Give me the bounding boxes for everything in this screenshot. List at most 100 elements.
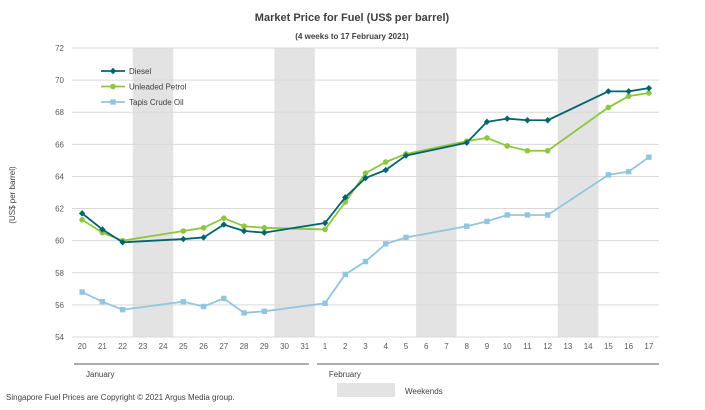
data-point-tapis-crude-oil [322, 300, 328, 306]
data-point-diesel [524, 117, 531, 124]
data-point-diesel [544, 117, 551, 124]
y-tick-label: 72 [55, 44, 64, 53]
data-point-unleaded-petrol [504, 143, 510, 149]
legend-marker-unleaded-petrol [110, 83, 116, 90]
y-tick-label: 54 [55, 333, 64, 342]
data-point-tapis-crude-oil [524, 212, 531, 218]
weekend-band [274, 48, 315, 337]
data-point-tapis-crude-oil [362, 258, 369, 265]
x-tick-label: 6 [424, 342, 429, 351]
data-point-unleaded-petrol [646, 90, 652, 96]
legend-marker-tapis-crude-oil [110, 99, 116, 105]
x-tick-label: 8 [464, 342, 469, 351]
data-point-unleaded-petrol [625, 93, 632, 99]
data-point-tapis-crude-oil [544, 212, 551, 218]
data-point-unleaded-petrol [605, 104, 612, 111]
series-diesel [78, 84, 653, 246]
data-point-unleaded-petrol [180, 228, 187, 234]
data-point-diesel [625, 88, 632, 95]
data-point-diesel [645, 84, 653, 92]
x-tick-label: 28 [240, 342, 249, 351]
x-tick-label: 16 [624, 342, 633, 351]
x-tick-label: 24 [159, 342, 168, 351]
y-axis-label: (US$ per barrel) [8, 166, 17, 224]
data-point-tapis-crude-oil [221, 295, 227, 302]
data-point-diesel [362, 174, 369, 182]
data-point-unleaded-petrol [200, 225, 207, 231]
data-point-unleaded-petrol [221, 215, 227, 221]
weekend-band [416, 48, 457, 337]
weekend-bands [132, 48, 599, 337]
y-tick-label: 68 [55, 108, 64, 117]
month-label: January [86, 370, 114, 379]
legend-label-tapis-crude-oil: Tapis Crude Oil [129, 98, 184, 107]
x-tick-label: 4 [384, 342, 389, 351]
data-point-unleaded-petrol [261, 225, 268, 231]
weekend-band [132, 48, 174, 337]
data-point-tapis-crude-oil [99, 298, 106, 305]
data-point-diesel [382, 166, 389, 174]
data-point-tapis-crude-oil [180, 298, 187, 305]
y-tick-label: 56 [55, 301, 64, 310]
data-point-diesel [180, 235, 187, 243]
data-point-tapis-crude-oil [504, 212, 510, 218]
data-point-diesel [463, 139, 470, 146]
data-point-unleaded-petrol [544, 147, 551, 154]
weekend-key-label: Weekends [405, 387, 443, 396]
y-tick-label: 66 [55, 140, 64, 149]
data-point-tapis-crude-oil [241, 310, 247, 316]
x-tick-label: 25 [179, 342, 188, 351]
legend-label-unleaded-petrol: Unleaded Petrol [129, 83, 187, 92]
x-tick-label: 15 [604, 342, 613, 351]
x-tick-label: 2 [343, 342, 348, 351]
series-unleaded-petrol [79, 90, 652, 244]
x-tick-label: 31 [300, 342, 309, 351]
x-tick-label: 27 [219, 342, 228, 351]
data-point-diesel [342, 194, 349, 201]
legend-label-diesel: Diesel [129, 67, 151, 76]
y-tick-label: 70 [55, 76, 64, 85]
data-point-tapis-crude-oil [605, 172, 612, 178]
data-point-tapis-crude-oil [625, 168, 632, 175]
data-point-tapis-crude-oil [342, 271, 348, 278]
x-tick-label: 10 [503, 342, 512, 351]
data-point-diesel [200, 234, 207, 241]
weekend-band [557, 48, 599, 337]
x-tick-label: 5 [404, 342, 409, 351]
x-tick-label: 13 [563, 342, 572, 351]
data-point-tapis-crude-oil [464, 223, 470, 229]
x-tick-label: 17 [644, 342, 653, 351]
data-point-diesel [240, 227, 248, 235]
data-point-tapis-crude-oil [119, 307, 126, 313]
data-point-unleaded-petrol [382, 159, 389, 165]
data-point-unleaded-petrol [524, 147, 531, 154]
y-tick-label: 58 [55, 269, 64, 278]
data-point-tapis-crude-oil [79, 289, 85, 295]
data-point-diesel [321, 219, 329, 227]
x-tick-label: 22 [118, 342, 127, 351]
data-point-tapis-crude-oil [403, 234, 409, 241]
x-tick-label: 12 [543, 342, 552, 351]
series-group [78, 84, 653, 316]
x-tick-label: 14 [584, 342, 593, 351]
x-tick-label: 7 [444, 342, 449, 351]
data-point-tapis-crude-oil [646, 154, 652, 160]
data-point-diesel [78, 210, 86, 217]
weekend-key-swatch [337, 383, 395, 397]
data-point-unleaded-petrol [362, 170, 369, 177]
data-point-diesel [483, 118, 491, 126]
data-point-diesel [220, 221, 228, 228]
data-point-diesel [99, 226, 106, 233]
copyright-footer: Singapore Fuel Prices are Copyright © 20… [6, 393, 235, 402]
x-tick-label: 20 [78, 342, 87, 351]
x-tick-label: 23 [138, 342, 147, 351]
data-point-unleaded-petrol [79, 216, 85, 223]
data-point-diesel [503, 115, 511, 122]
data-point-tapis-crude-oil [383, 241, 389, 247]
x-tick-label: 21 [98, 342, 107, 351]
data-point-diesel [402, 152, 410, 159]
chart-subtitle: (4 weeks to 17 February 2021) [295, 32, 409, 41]
